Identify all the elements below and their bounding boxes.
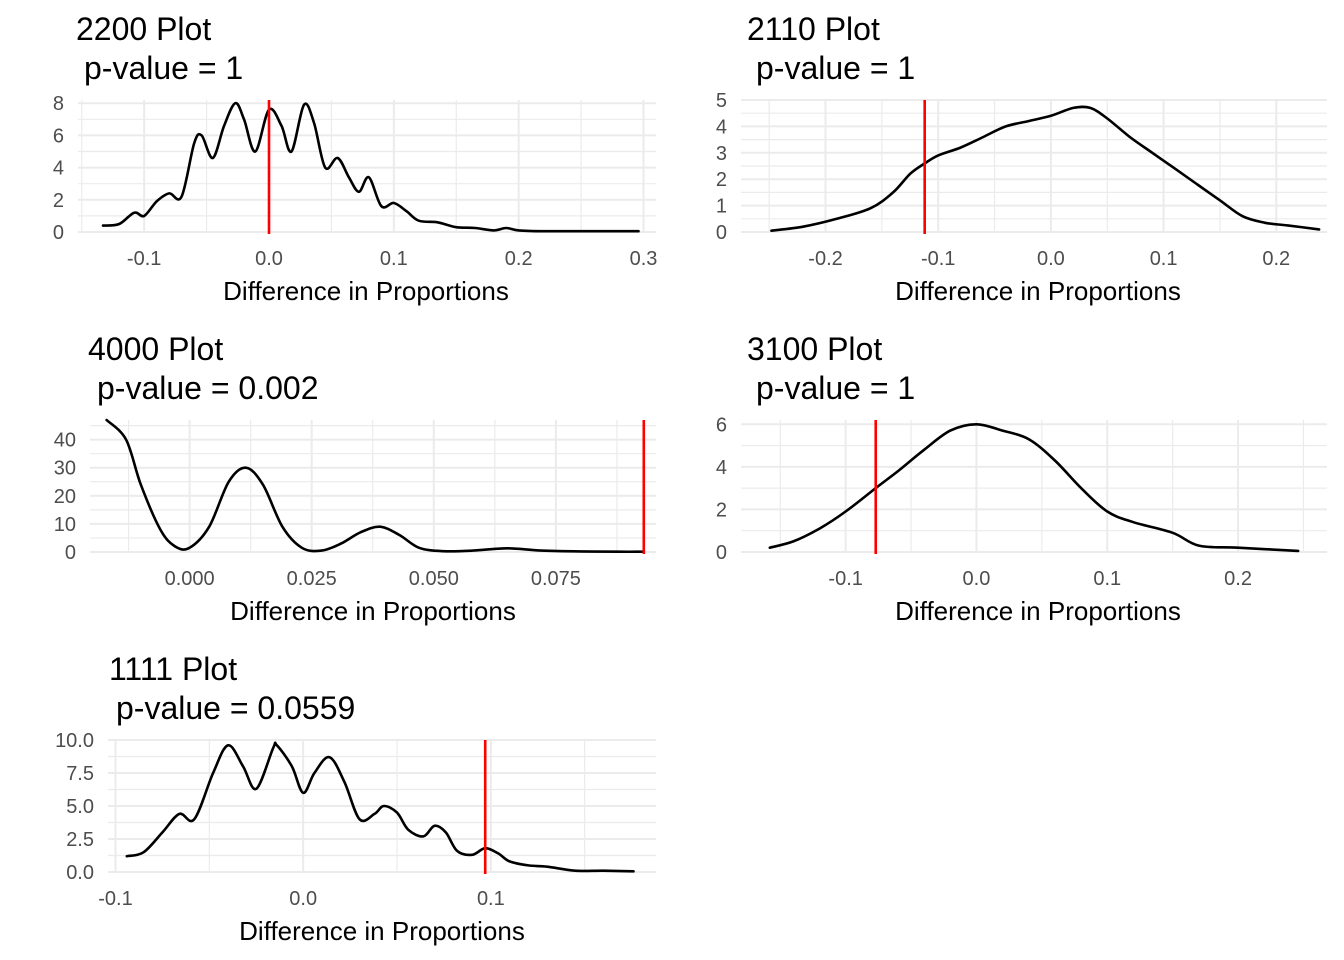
- chart-subtitle: p-value = 1: [84, 50, 243, 86]
- chart-subtitle: p-value = 0.002: [97, 370, 319, 406]
- y-tick-label: 6: [716, 414, 727, 436]
- x-tick-label: 0.2: [1262, 248, 1290, 270]
- chart-title: 1111 Plot: [109, 651, 237, 687]
- y-tick-label: 3: [716, 143, 727, 165]
- chart-subtitle: p-value = 1: [756, 50, 915, 86]
- density-curve: [770, 105, 1321, 232]
- y-tick-label: 0: [65, 542, 76, 564]
- y-tick-label: 10: [54, 514, 76, 536]
- density-curve: [105, 418, 646, 554]
- y-tick-label: 4: [716, 116, 727, 138]
- chart-title: 2110 Plot: [747, 11, 880, 47]
- x-tick-label: 0.2: [1224, 568, 1252, 590]
- x-axis-label: Difference in Proportions: [895, 276, 1181, 306]
- x-tick-label: 0.0: [289, 888, 317, 910]
- x-tick-label: 0.000: [165, 568, 215, 590]
- y-tick-label: 10.0: [55, 730, 94, 752]
- x-tick-label: 0.075: [531, 568, 581, 590]
- x-axis-label: Difference in Proportions: [230, 596, 516, 626]
- y-tick-label: 0: [53, 222, 64, 244]
- chart-title: 3100 Plot: [747, 331, 882, 367]
- y-tick-label: 5.0: [66, 796, 94, 818]
- x-tick-label: 0.025: [287, 568, 337, 590]
- y-tick-label: 0: [716, 542, 727, 564]
- x-tick-label: -0.1: [921, 248, 955, 270]
- y-tick-label: 8: [53, 93, 64, 115]
- y-tick-label: 2: [53, 190, 64, 212]
- x-tick-label: 0.1: [1093, 568, 1121, 590]
- x-tick-label: 0.1: [1150, 248, 1178, 270]
- y-tick-label: 2: [716, 499, 727, 521]
- x-tick-label: 0.1: [380, 248, 408, 270]
- chart-subtitle: p-value = 1: [756, 370, 915, 406]
- x-tick-label: 0.2: [505, 248, 533, 270]
- y-tick-label: 0.0: [66, 862, 94, 884]
- y-tick-label: 2.5: [66, 829, 94, 851]
- y-tick-label: 1: [716, 196, 727, 218]
- y-tick-label: 0: [716, 222, 727, 244]
- y-tick-label: 5: [716, 90, 727, 112]
- chart-panel-2: 0.000 0.025 0.050 0.075 0 10 20 30 40 4000 Plotp-…: [54, 331, 656, 626]
- x-tick-label: -0.2: [808, 248, 842, 270]
- density-curve: [768, 423, 1300, 553]
- x-tick-label: -0.1: [127, 248, 161, 270]
- x-tick-label: -0.1: [828, 568, 862, 590]
- y-tick-label: 20: [54, 486, 76, 508]
- chart-panel-1: -0.2 -0.1 0.0 0.1 0.2 0 1 2 3 4 5 2110 Plotp-value …: [716, 11, 1327, 306]
- x-tick-label: 0.050: [409, 568, 459, 590]
- chart-title: 2200 Plot: [76, 11, 211, 47]
- x-axis-label: Difference in Proportions: [239, 916, 525, 946]
- x-axis-label: Difference in Proportions: [895, 596, 1181, 626]
- chart-title: 4000 Plot: [88, 331, 223, 367]
- y-tick-label: 30: [54, 458, 76, 480]
- y-tick-label: 40: [54, 430, 76, 452]
- x-tick-label: 0.1: [477, 888, 505, 910]
- y-tick-label: 4: [716, 457, 727, 479]
- x-axis-label: Difference in Proportions: [223, 276, 509, 306]
- x-tick-label: -0.1: [98, 888, 132, 910]
- y-tick-label: 4: [53, 158, 64, 180]
- y-tick-label: 2: [716, 169, 727, 191]
- density-curve: [101, 101, 640, 233]
- x-tick-label: 0.0: [963, 568, 991, 590]
- x-tick-label: 0.0: [1037, 248, 1065, 270]
- chart-subtitle: p-value = 0.0559: [116, 690, 355, 726]
- x-tick-label: 0.3: [630, 248, 658, 270]
- y-tick-label: 6: [53, 125, 64, 147]
- y-tick-label: 7.5: [66, 763, 94, 785]
- x-tick-label: 0.0: [255, 248, 283, 270]
- density-curve: [125, 741, 635, 873]
